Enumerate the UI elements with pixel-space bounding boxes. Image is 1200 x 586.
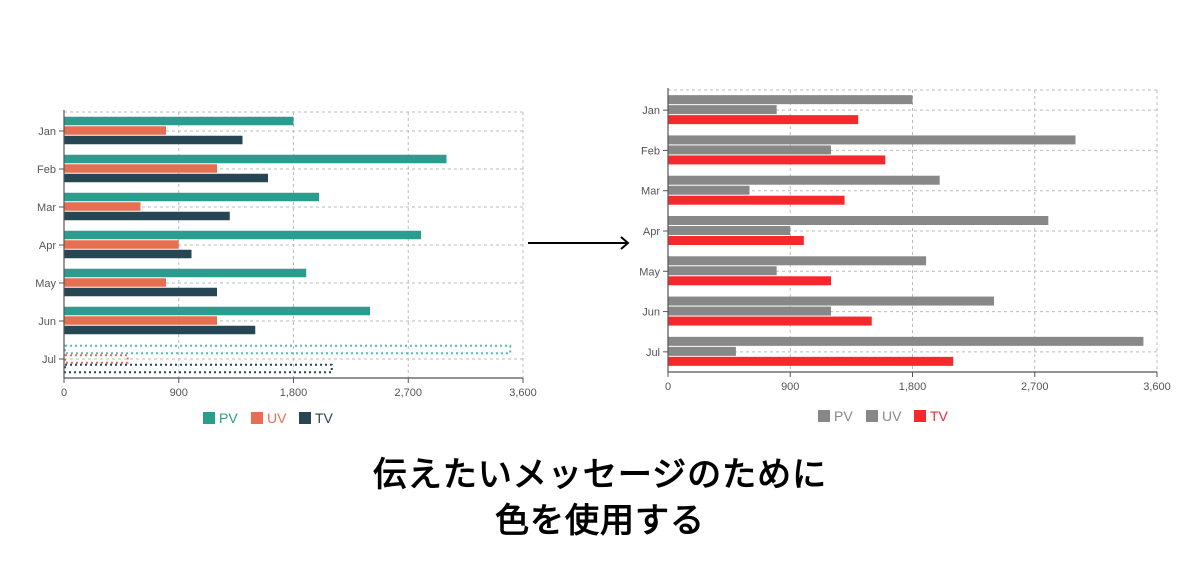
bar-tv bbox=[64, 173, 268, 183]
bar-uv bbox=[668, 226, 791, 235]
x-tick-label: 3,600 bbox=[509, 387, 537, 399]
bar-uv bbox=[668, 185, 750, 195]
bar-pv bbox=[668, 296, 994, 306]
x-tick-label: 2,700 bbox=[1021, 381, 1049, 393]
y-tick-label: Jan bbox=[38, 126, 56, 138]
bar-uv bbox=[668, 346, 736, 356]
bar-pv bbox=[668, 216, 1049, 225]
bar-pv bbox=[668, 95, 913, 105]
bar-pv bbox=[668, 175, 940, 185]
bar-tv bbox=[64, 135, 243, 145]
legend-item-pv[interactable]: PV bbox=[203, 410, 238, 426]
caption-line-1: 伝えたいメッセージのために bbox=[372, 455, 828, 495]
bar-uv bbox=[668, 145, 831, 155]
y-tick-label: Jun bbox=[38, 316, 56, 328]
x-tick-label: 2,700 bbox=[394, 387, 422, 399]
y-tick-label: May bbox=[639, 266, 660, 278]
bar-tv bbox=[64, 249, 192, 259]
bar-pv-dotted bbox=[64, 344, 512, 355]
y-tick-label: Apr bbox=[643, 226, 660, 238]
bar-uv bbox=[64, 278, 166, 287]
bar-pv bbox=[668, 135, 1076, 145]
legend-item-tv[interactable]: TV bbox=[299, 410, 334, 426]
y-tick-label: Jun bbox=[642, 307, 660, 319]
bar-uv bbox=[64, 126, 166, 135]
legend-swatch bbox=[866, 410, 878, 422]
bar-uv bbox=[64, 202, 141, 211]
x-tick-label: 3,600 bbox=[1143, 381, 1171, 393]
bar-pv bbox=[668, 336, 1144, 346]
legend-label: UV bbox=[882, 408, 902, 424]
left-chart-before: 0 900 1,800 2,700 3,600 Jan Feb Mar Apr May Jun Jul… bbox=[35, 110, 537, 426]
x-tick-label: 900 bbox=[781, 381, 799, 393]
legend-swatch bbox=[299, 412, 311, 424]
legend-swatch bbox=[914, 410, 926, 422]
legend-swatch bbox=[251, 412, 263, 424]
bar-uv bbox=[64, 240, 179, 249]
bar-uv-dotted bbox=[64, 354, 129, 364]
bar-tv bbox=[668, 316, 872, 326]
y-tick-label: Apr bbox=[39, 240, 56, 252]
bar-pv bbox=[64, 154, 447, 164]
legend-item-uv[interactable]: UV bbox=[866, 408, 902, 424]
y-tick-label: Feb bbox=[641, 145, 660, 157]
bar-uv bbox=[668, 266, 777, 276]
bar-uv bbox=[668, 306, 831, 316]
legend-swatch bbox=[818, 410, 830, 422]
bar-tv bbox=[668, 155, 886, 165]
y-tick-label: Jul bbox=[646, 347, 660, 359]
legend-item-uv[interactable]: UV bbox=[251, 410, 287, 426]
bar-uv bbox=[64, 164, 217, 173]
legend-item-tv[interactable]: TV bbox=[914, 408, 949, 424]
bar-tv bbox=[668, 356, 954, 366]
x-tick-label: 0 bbox=[61, 387, 67, 399]
bar-uv bbox=[64, 316, 217, 325]
y-tick-label: Mar bbox=[37, 202, 56, 214]
bar-tv-dotted bbox=[64, 363, 333, 374]
y-tick-label: Feb bbox=[37, 164, 56, 176]
bar-pv bbox=[64, 116, 294, 126]
bar-tv bbox=[64, 287, 217, 297]
y-tick-label: Jul bbox=[42, 354, 56, 366]
right-arrow-icon bbox=[528, 236, 630, 250]
legend-label: UV bbox=[267, 410, 287, 426]
bar-tv bbox=[668, 195, 845, 205]
bar-pv bbox=[64, 268, 307, 278]
caption-line-2: 色を使用する bbox=[495, 501, 705, 541]
caption: 伝えたいメッセージのために 色を使用する bbox=[0, 452, 1200, 544]
x-tick-label: 1,800 bbox=[280, 387, 308, 399]
bar-pv bbox=[64, 192, 319, 202]
bar-tv bbox=[668, 276, 831, 286]
x-tick-label: 900 bbox=[170, 387, 188, 399]
bar-pv bbox=[668, 256, 927, 266]
bar-tv bbox=[64, 325, 256, 335]
legend-label: PV bbox=[834, 408, 853, 424]
legend-label: TV bbox=[930, 408, 949, 424]
bar-pv bbox=[64, 230, 421, 240]
y-tick-label: Mar bbox=[641, 186, 660, 198]
bar-tv bbox=[668, 115, 859, 125]
right-chart-after: 0 900 1,800 2,700 3,600 Jan Feb Mar Apr May Jun Jul… bbox=[639, 88, 1171, 424]
legend-swatch bbox=[203, 412, 215, 424]
x-tick-label: 0 bbox=[665, 381, 671, 393]
bar-tv bbox=[64, 211, 230, 221]
bar-pv bbox=[64, 306, 370, 316]
bar-uv bbox=[668, 105, 777, 115]
legend-label: PV bbox=[219, 410, 238, 426]
bar-tv bbox=[668, 236, 804, 245]
x-tick-label: 1,800 bbox=[899, 381, 927, 393]
y-tick-label: Jan bbox=[642, 105, 660, 117]
legend-label: TV bbox=[315, 410, 334, 426]
legend-item-pv[interactable]: PV bbox=[818, 408, 853, 424]
y-tick-label: May bbox=[35, 278, 56, 290]
